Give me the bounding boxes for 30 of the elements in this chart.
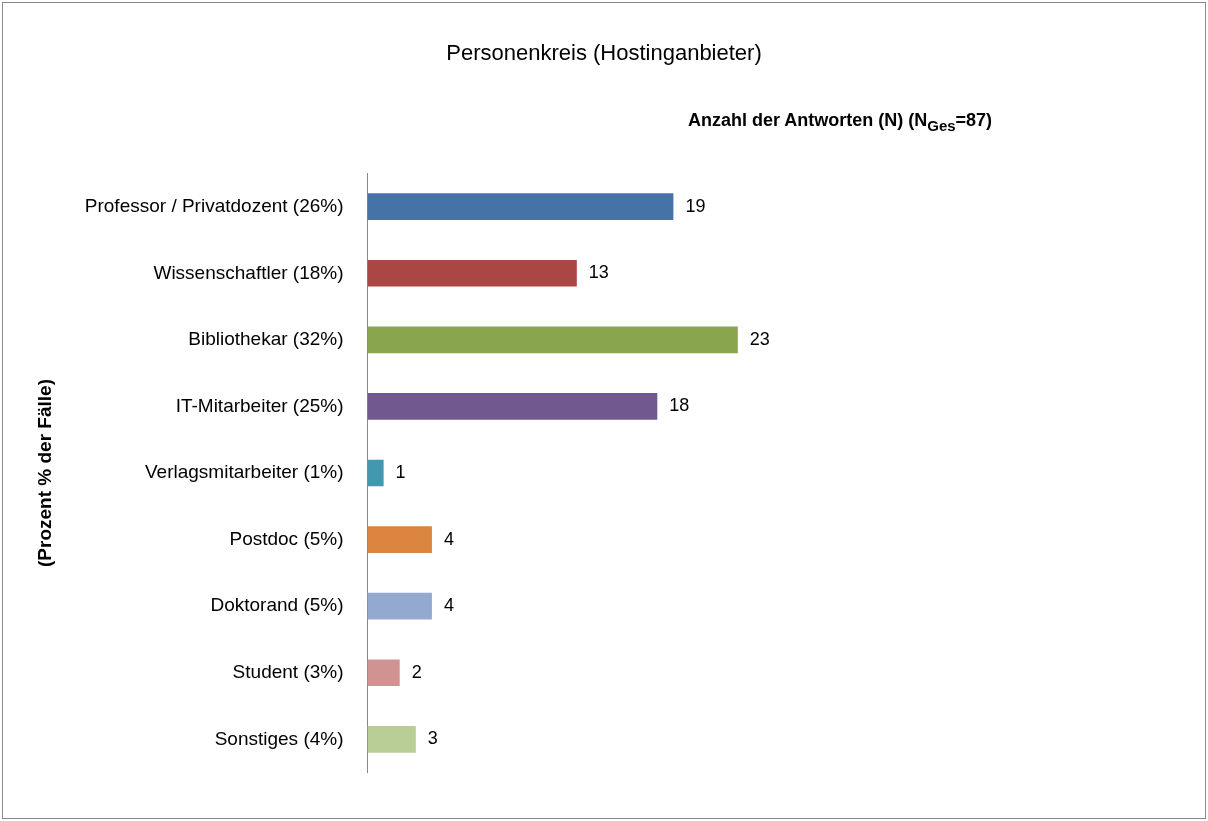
data-label: 3 bbox=[427, 728, 438, 749]
bar bbox=[367, 393, 658, 420]
text: Anzahl der Antworten (N) (N$_{Ges}$=87) bbox=[686, 110, 994, 134]
data-label: 13 bbox=[588, 262, 609, 283]
y-tick-label: Wissenschaftler (18%) bbox=[153, 261, 344, 283]
bar bbox=[367, 726, 416, 753]
bar bbox=[367, 526, 432, 553]
y-tick-label: Bibliothekar (32%) bbox=[188, 328, 344, 350]
bar bbox=[367, 326, 738, 354]
data-label: 4 bbox=[443, 528, 454, 549]
data-label: 18 bbox=[669, 395, 690, 416]
data-label: 4 bbox=[443, 595, 454, 616]
bar bbox=[367, 193, 674, 220]
bar bbox=[367, 659, 400, 687]
bar bbox=[367, 259, 577, 287]
y-tick-label: Postdoc (5%) bbox=[229, 527, 344, 549]
y-tick-label: Sonstiges (4%) bbox=[214, 727, 344, 749]
bar bbox=[367, 592, 432, 620]
chart-title: Personenkreis (Hostinganbieter) bbox=[445, 40, 763, 66]
data-label: 2 bbox=[411, 661, 422, 682]
bar bbox=[367, 459, 384, 487]
data-label: 1 bbox=[395, 461, 406, 482]
y-axis-title: (Prozent % der Fälle) bbox=[33, 379, 55, 567]
data-label: 19 bbox=[685, 195, 706, 216]
data-label: 23 bbox=[749, 328, 770, 349]
y-tick-label: Student (3%) bbox=[232, 660, 344, 682]
y-tick-label: Professor / Privatdozent (26%) bbox=[84, 194, 344, 216]
y-tick-label: Verlagsmitarbeiter (1%) bbox=[144, 461, 344, 483]
y-tick-label: Doktorand (5%) bbox=[210, 594, 344, 616]
y-tick-label: IT-Mitarbeiter (25%) bbox=[175, 394, 344, 416]
